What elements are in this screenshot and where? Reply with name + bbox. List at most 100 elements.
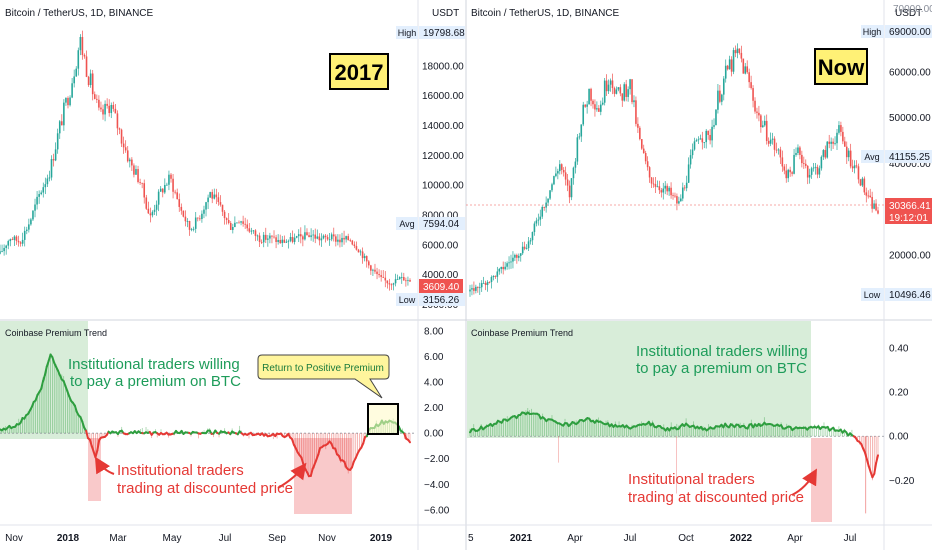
- right-avg-marker: Avg 41155.25: [861, 150, 932, 163]
- candle-body: [69, 97, 71, 106]
- candle-body: [689, 155, 692, 165]
- candle-body: [5, 245, 7, 248]
- candle-body: [564, 172, 567, 180]
- candle-body: [199, 218, 201, 220]
- candle-body: [742, 58, 745, 74]
- svg-text:19:12:01: 19:12:01: [889, 213, 928, 224]
- candle-body: [400, 277, 403, 278]
- x-tick-label: Jul: [844, 533, 857, 544]
- candle-body: [500, 266, 503, 269]
- candle-body: [572, 167, 575, 179]
- candle-body: [828, 141, 830, 144]
- left-high-marker: High 19798.68: [396, 26, 465, 39]
- candle-body: [365, 256, 368, 262]
- candle-body: [318, 236, 321, 241]
- x-tick-label: Sep: [268, 533, 286, 544]
- candle-body: [779, 149, 782, 158]
- candle-body: [568, 185, 571, 198]
- candle-body: [769, 139, 772, 144]
- candle-body: [166, 184, 168, 186]
- candle-body: [484, 282, 487, 286]
- candle-body: [77, 50, 80, 69]
- candle-body: [382, 276, 385, 278]
- candle-body: [521, 246, 524, 254]
- candle-body: [258, 235, 261, 242]
- candle-body: [711, 126, 713, 141]
- candle-body: [320, 238, 323, 241]
- candle-body: [157, 191, 160, 205]
- candle-body: [396, 279, 399, 280]
- candle-body: [306, 232, 308, 236]
- candle-body: [812, 167, 815, 169]
- candle-body: [227, 219, 230, 224]
- candle-body: [330, 234, 333, 240]
- candle-body: [312, 234, 314, 236]
- candle-body: [347, 236, 349, 240]
- candle-body: [236, 222, 238, 224]
- candle-body: [1, 251, 3, 252]
- premium-pane-now: [469, 408, 884, 514]
- candle-body: [855, 165, 858, 167]
- candle-body: [518, 255, 520, 258]
- candle-body: [762, 125, 764, 128]
- trend-line-segment: [73, 404, 78, 413]
- x-tick-label: Mar: [109, 533, 127, 544]
- candle-body: [376, 271, 378, 275]
- candle-body: [803, 163, 805, 164]
- candle-body: [709, 134, 711, 141]
- candle-body: [370, 265, 372, 271]
- candle-body: [851, 166, 854, 169]
- candle-body: [822, 150, 825, 157]
- candle-body: [102, 109, 104, 115]
- candle-body: [869, 195, 871, 197]
- candle-body: [120, 129, 123, 144]
- candle-body: [799, 147, 801, 155]
- y-tick-label: 50000.00: [889, 113, 931, 124]
- candle-body: [190, 229, 193, 231]
- candle-body: [281, 239, 284, 244]
- candle-body: [494, 275, 497, 277]
- y-tick-label: 0.40: [889, 344, 909, 355]
- premium-zones: [0, 321, 832, 522]
- candle-body: [25, 229, 28, 231]
- svg-text:3156.26: 3156.26: [423, 295, 460, 306]
- candle-body: [703, 142, 706, 143]
- red-zone-left-1: [88, 438, 101, 501]
- candle-body: [98, 99, 100, 108]
- candle-body: [795, 153, 797, 155]
- x-tick-label: Nov: [318, 533, 336, 544]
- y-tick-label: −4.00: [424, 480, 450, 491]
- candle-body: [861, 178, 864, 186]
- trend-line-segment: [873, 461, 878, 475]
- candle-body: [613, 88, 616, 94]
- candle-body: [566, 179, 569, 186]
- candle-body: [824, 150, 827, 158]
- candle-body: [252, 230, 255, 232]
- candle-body: [192, 228, 195, 230]
- candle-body: [859, 179, 862, 186]
- candle-body: [746, 66, 749, 73]
- candle-body: [0, 251, 1, 254]
- candle-body: [531, 232, 534, 241]
- candle-body: [287, 240, 290, 242]
- candle-body: [297, 234, 300, 237]
- candle-body: [131, 159, 133, 166]
- trend-line-segment: [863, 451, 868, 461]
- candle-body: [586, 104, 588, 107]
- candle-body: [32, 210, 34, 220]
- y-tick-label: 14000.00: [422, 121, 464, 132]
- candle-body: [748, 72, 750, 83]
- left-negative-annotation-line1: Institutional traders: [117, 462, 244, 479]
- candle-body: [349, 239, 352, 241]
- left-chart-title: Bitcoin / TetherUS, 1D, BINANCE: [5, 8, 154, 19]
- candle-body: [223, 211, 226, 219]
- trend-line-segment: [350, 460, 355, 469]
- candle-body: [482, 282, 485, 284]
- candle-body: [594, 104, 596, 110]
- candle-body: [13, 236, 16, 240]
- candle-body: [680, 198, 682, 202]
- trend-line-segment: [317, 446, 322, 456]
- candle-body: [217, 197, 220, 203]
- candle-body: [19, 242, 22, 244]
- candle-body: [486, 281, 489, 286]
